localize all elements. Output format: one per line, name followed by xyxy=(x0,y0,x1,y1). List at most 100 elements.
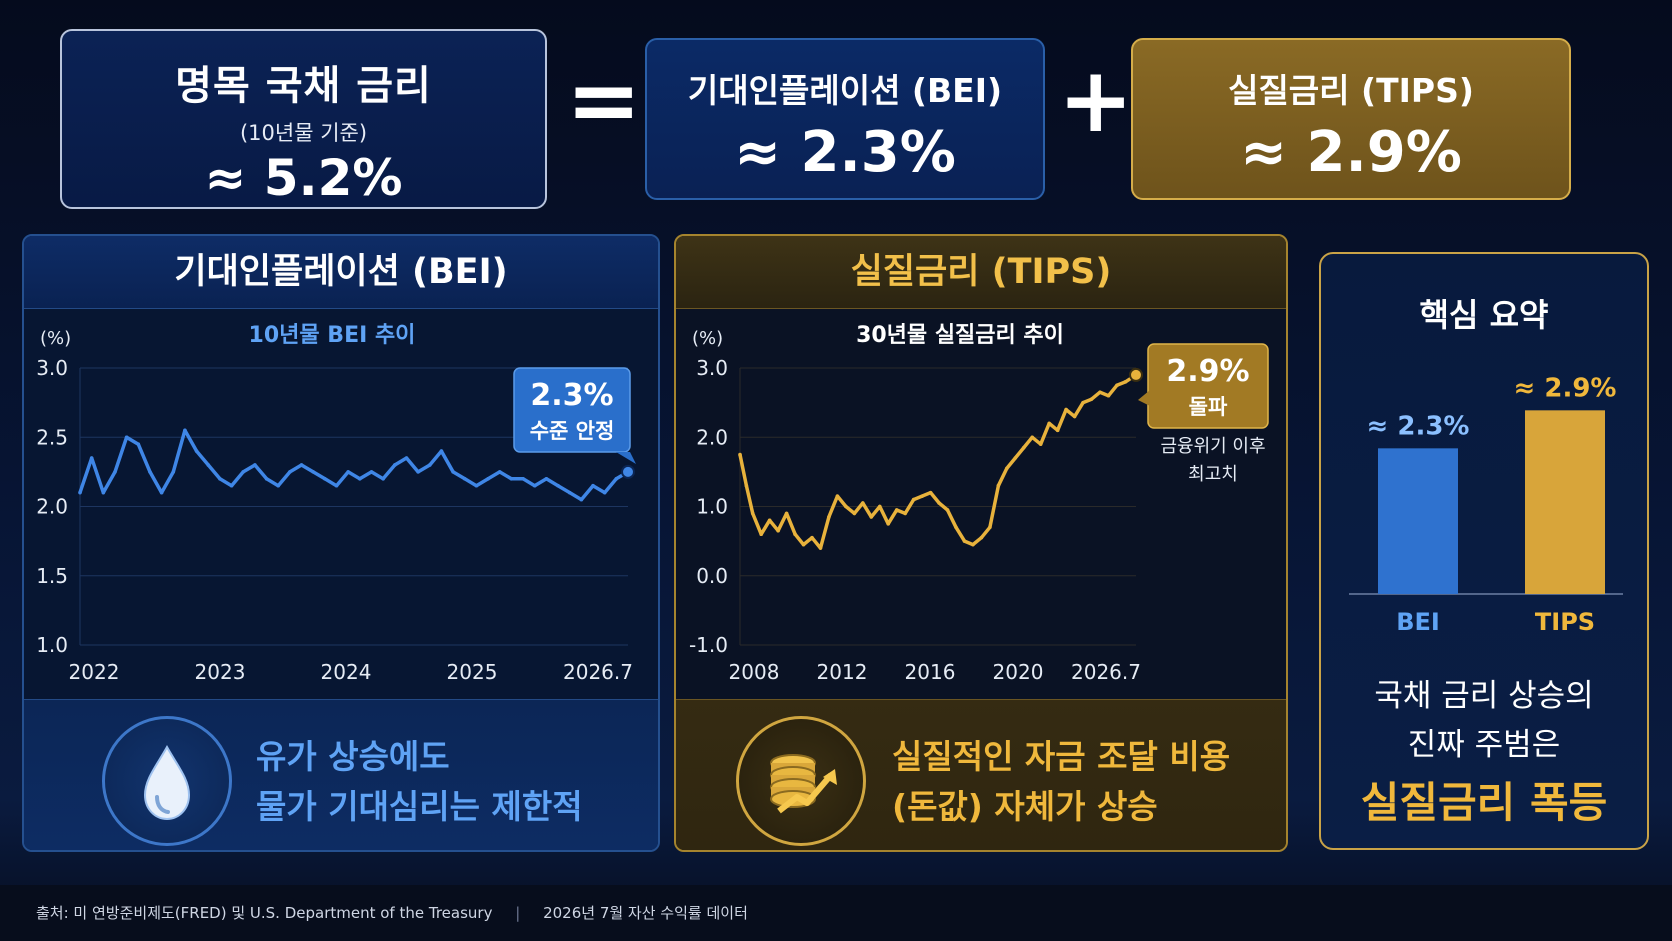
bei-callout-box xyxy=(513,367,631,453)
data-point xyxy=(818,546,823,550)
data-point xyxy=(579,497,584,502)
data-point xyxy=(1038,442,1043,446)
tips-footer-line1: 실질적인 자금 조달 비용 xyxy=(892,737,1231,776)
data-point xyxy=(767,518,772,523)
bei-footer-line2: 물가 기대심리는 제한적 xyxy=(256,787,583,826)
x-tick-label: 2024 xyxy=(321,660,372,684)
data-point xyxy=(264,477,269,481)
data-point xyxy=(358,477,362,481)
data-point xyxy=(1021,445,1026,450)
data-point xyxy=(920,494,924,498)
data-point xyxy=(750,511,755,516)
bei-footer-line1: 유가 상승에도 xyxy=(256,737,450,776)
data-point xyxy=(462,477,467,481)
chart-title: 30년물 실질금리 추이 xyxy=(856,323,1064,348)
data-point xyxy=(474,483,479,488)
data-point xyxy=(288,470,292,474)
y-tick-label: 1.5 xyxy=(36,564,68,588)
series-line xyxy=(78,428,629,502)
x-tick-label: 2025 xyxy=(447,660,498,684)
bei-callout-pointer xyxy=(616,452,636,464)
data-point xyxy=(1047,421,1051,426)
tips-top-value: ≈ 2.9% xyxy=(1240,120,1462,185)
data-point xyxy=(591,483,595,488)
data-point xyxy=(148,470,152,474)
data-point xyxy=(962,539,967,543)
nominal-value: ≈ 5.2% xyxy=(204,149,403,207)
x-tick-label: 2026.7 xyxy=(563,660,633,684)
bar-value-label: ≈ 2.9% xyxy=(1514,373,1617,403)
x-tick-label: 2026.7 xyxy=(1071,660,1141,684)
data-point xyxy=(1013,456,1018,460)
data-point xyxy=(801,542,806,547)
data-point xyxy=(945,508,950,512)
data-point xyxy=(852,511,857,516)
data-point xyxy=(101,490,106,495)
summary-panel: 핵심 요약 ≈ 2.3% BEI ≈ 2.9% TIPS 국채 금리 상승의 진짜 주… xyxy=(1319,252,1649,850)
data-point xyxy=(827,515,831,519)
x-tick-label: 2020 xyxy=(993,660,1044,684)
data-point xyxy=(439,449,444,453)
data-point xyxy=(229,483,234,488)
summary-title: 핵심 요약 xyxy=(1419,296,1549,334)
data-point xyxy=(877,504,882,509)
data-point xyxy=(954,525,958,530)
data-point xyxy=(451,470,455,474)
last-point-marker xyxy=(621,464,635,479)
source-text: 출처: 미 연방준비제도(FRED) 및 U.S. Department of … xyxy=(36,904,493,922)
data-point xyxy=(404,456,409,460)
data-point xyxy=(486,477,490,481)
chart-title: 10년물 BEI 추이 xyxy=(249,323,416,348)
x-tick-label: 2023 xyxy=(195,660,246,684)
data-point xyxy=(979,535,984,540)
data-point xyxy=(784,511,789,516)
data-point xyxy=(194,449,199,453)
tips-summary-box: 실질금리 (TIPS) ≈ 2.9% xyxy=(1131,38,1571,200)
data-point xyxy=(78,490,82,495)
data-point xyxy=(393,463,397,467)
data-point xyxy=(903,511,907,516)
data-point xyxy=(556,483,560,488)
bar-category-label: TIPS xyxy=(1535,608,1595,636)
data-point xyxy=(113,470,117,474)
data-point xyxy=(738,452,742,457)
tips-panel-header: 실질금리 (TIPS) xyxy=(676,236,1286,309)
summary-text-line1: 국채 금리 상승의 xyxy=(1374,678,1594,714)
data-point xyxy=(776,528,780,533)
equals-sign: = xyxy=(566,48,642,153)
data-point xyxy=(416,470,420,474)
data-point xyxy=(869,515,874,519)
data-point xyxy=(937,501,941,505)
y-tick-label: 0.0 xyxy=(696,564,728,588)
data-point xyxy=(1064,407,1068,412)
data-point xyxy=(1072,414,1077,419)
summary-text-line2: 진짜 주범은 xyxy=(1407,727,1561,763)
tips-top-label: 실질금리 (TIPS) xyxy=(1228,71,1474,110)
data-point xyxy=(911,497,916,502)
x-tick-label: 2012 xyxy=(817,660,868,684)
data-point xyxy=(521,477,525,481)
data-point xyxy=(1115,383,1119,388)
data-point xyxy=(311,470,315,474)
summary-emphasis: 실질금리 폭등 xyxy=(1360,778,1608,827)
data-point xyxy=(567,490,572,495)
data-point xyxy=(759,532,763,536)
tips-panel: 실질금리 (TIPS) 30년물 실질금리 추이 (%) 3.0 2.0 1.0 0.0 -… xyxy=(674,234,1288,852)
x-tick-label: 2008 xyxy=(729,660,780,684)
data-point xyxy=(299,463,304,467)
bar-tips xyxy=(1525,410,1605,594)
tips-callout-box xyxy=(1147,343,1269,429)
data-point xyxy=(793,532,797,536)
water-drop-icon xyxy=(102,716,232,846)
data-point xyxy=(886,522,891,526)
data-point xyxy=(323,477,327,481)
data-point xyxy=(218,477,222,481)
bei-panel-footer: 유가 상승에도 물가 기대심리는 제한적 xyxy=(24,699,658,850)
data-point xyxy=(996,483,1001,488)
coins-rising-arrow-icon xyxy=(736,716,866,846)
data-point xyxy=(497,470,502,474)
nominal-subtitle: (10년물 기준) xyxy=(239,121,368,145)
data-point xyxy=(253,463,257,467)
data-point xyxy=(844,504,848,509)
y-tick-label: 1.0 xyxy=(36,633,68,657)
